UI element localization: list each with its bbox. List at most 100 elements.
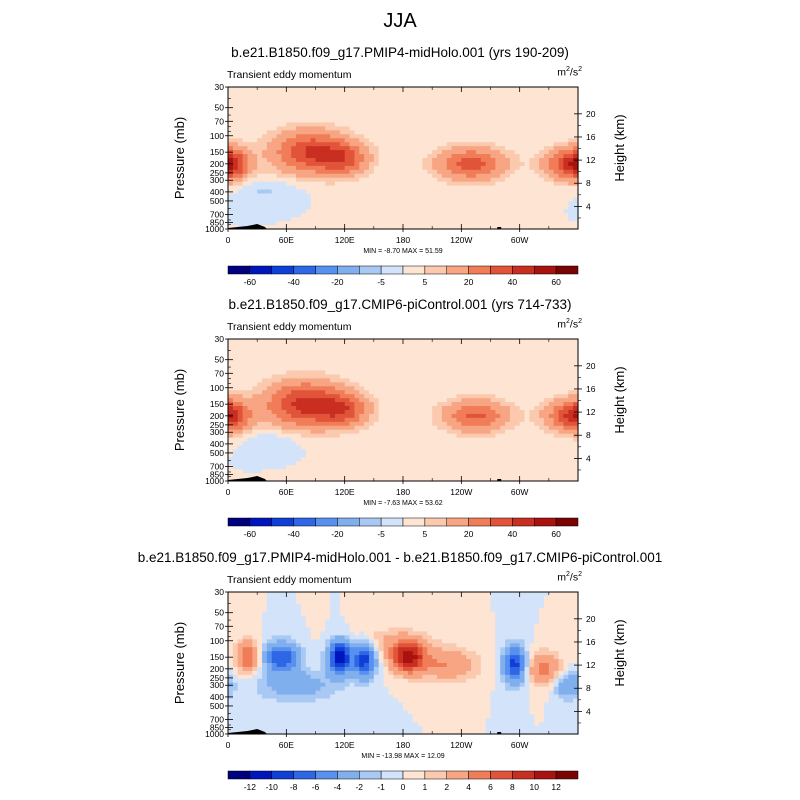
contour-cell: [441, 394, 448, 399]
contour-cell: [291, 102, 297, 108]
contour-cell: [451, 146, 458, 151]
contour-cell: [456, 209, 462, 214]
contour-cell: [509, 165, 516, 171]
contour-cell: [495, 382, 501, 387]
contour-cell: [485, 122, 492, 128]
contour-cell: [398, 417, 404, 423]
contour-cell: [310, 386, 317, 391]
contour-cell: [344, 358, 351, 364]
contour-cell: [432, 417, 438, 423]
contour-cell: [529, 130, 535, 135]
contour-cell: [232, 87, 239, 92]
contour-cell: [514, 106, 521, 112]
contour-cell: [276, 225, 283, 230]
contour-cell: [325, 378, 331, 383]
contour-cell: [553, 394, 560, 399]
contour-cell: [539, 142, 545, 147]
contour-cell: [456, 350, 462, 356]
contour-cell: [344, 366, 351, 372]
contour-cell: [368, 358, 375, 364]
contour-cell: [505, 449, 511, 454]
contour-cell: [334, 185, 341, 191]
contour-cell: [519, 225, 526, 230]
contour-cell: [480, 142, 487, 147]
contour-cell: [509, 378, 516, 383]
contour-cell: [529, 339, 535, 344]
contour-cell: [388, 90, 394, 96]
contour-cell: [266, 118, 273, 124]
contour-cell: [262, 449, 268, 454]
contour-cell: [495, 98, 501, 104]
contour-cell: [480, 425, 487, 431]
contour-cell: [548, 169, 555, 175]
contour-cell: [242, 378, 249, 383]
contour-cell: [558, 106, 565, 112]
contour-cell: [475, 445, 482, 451]
contour-cell: [534, 209, 540, 214]
contour-cell: [247, 197, 253, 202]
contour-cell: [242, 197, 249, 202]
contour-cell: [242, 366, 249, 372]
contour-cell: [505, 142, 511, 147]
contour-cell: [354, 126, 360, 131]
contour-cell: [539, 406, 545, 411]
contour-cell: [237, 429, 244, 435]
contour-cell: [543, 378, 550, 383]
contour-cell: [237, 339, 244, 344]
contour-cell: [417, 118, 424, 124]
contour-cell: [573, 102, 579, 108]
contour-cell: [422, 370, 428, 376]
contour-cell: [403, 370, 409, 376]
contour-cell: [228, 173, 234, 179]
contour-cell: [548, 87, 555, 92]
contour-cell: [534, 94, 540, 100]
contour-cell: [349, 90, 355, 96]
contour-cell: [573, 110, 579, 116]
contour-cell: [349, 146, 355, 151]
contour-cell: [354, 90, 360, 96]
contour-cell: [407, 185, 414, 191]
contour-cell: [539, 173, 545, 179]
contour-cell: [548, 114, 555, 120]
contour-cell: [505, 390, 511, 395]
contour-cell: [524, 189, 530, 195]
contour-cell: [383, 402, 390, 407]
contour-cell: [534, 449, 540, 454]
contour-cell: [514, 102, 521, 108]
contour-cell: [514, 87, 521, 92]
contour-cell: [383, 114, 390, 120]
contour-cell: [524, 154, 530, 159]
contour-cell: [291, 161, 297, 167]
contour-cell: [573, 197, 579, 202]
contour-cell: [281, 185, 287, 191]
contour-cell: [446, 410, 453, 415]
contour-cell: [349, 150, 355, 155]
contour-cell: [349, 346, 355, 352]
contour-cell: [305, 161, 312, 167]
contour-cell: [524, 169, 530, 175]
contour-cell: [271, 425, 278, 431]
contour-cell: [466, 441, 472, 447]
contour-cell: [325, 221, 331, 226]
contour-cell: [364, 413, 370, 419]
contour-cell: [500, 138, 506, 143]
contour-cell: [378, 445, 385, 451]
contour-cell: [300, 106, 307, 112]
contour-cell: [368, 346, 375, 352]
contour-cell: [378, 402, 385, 407]
contour-cell: [398, 110, 404, 116]
contour-cell: [305, 378, 312, 383]
contour-cell: [553, 350, 560, 356]
contour-cell: [558, 433, 565, 439]
contour-cell: [388, 142, 394, 147]
contour-cell: [412, 154, 419, 159]
contour-cell: [315, 382, 321, 387]
contour-cell: [548, 221, 555, 226]
contour-cell: [286, 425, 292, 431]
contour-cell: [262, 205, 268, 210]
contour-cell: [403, 433, 409, 439]
contour-cell: [325, 374, 331, 380]
contour-cell: [281, 374, 287, 380]
contour-cell: [296, 118, 302, 124]
contour-cell: [344, 154, 351, 159]
